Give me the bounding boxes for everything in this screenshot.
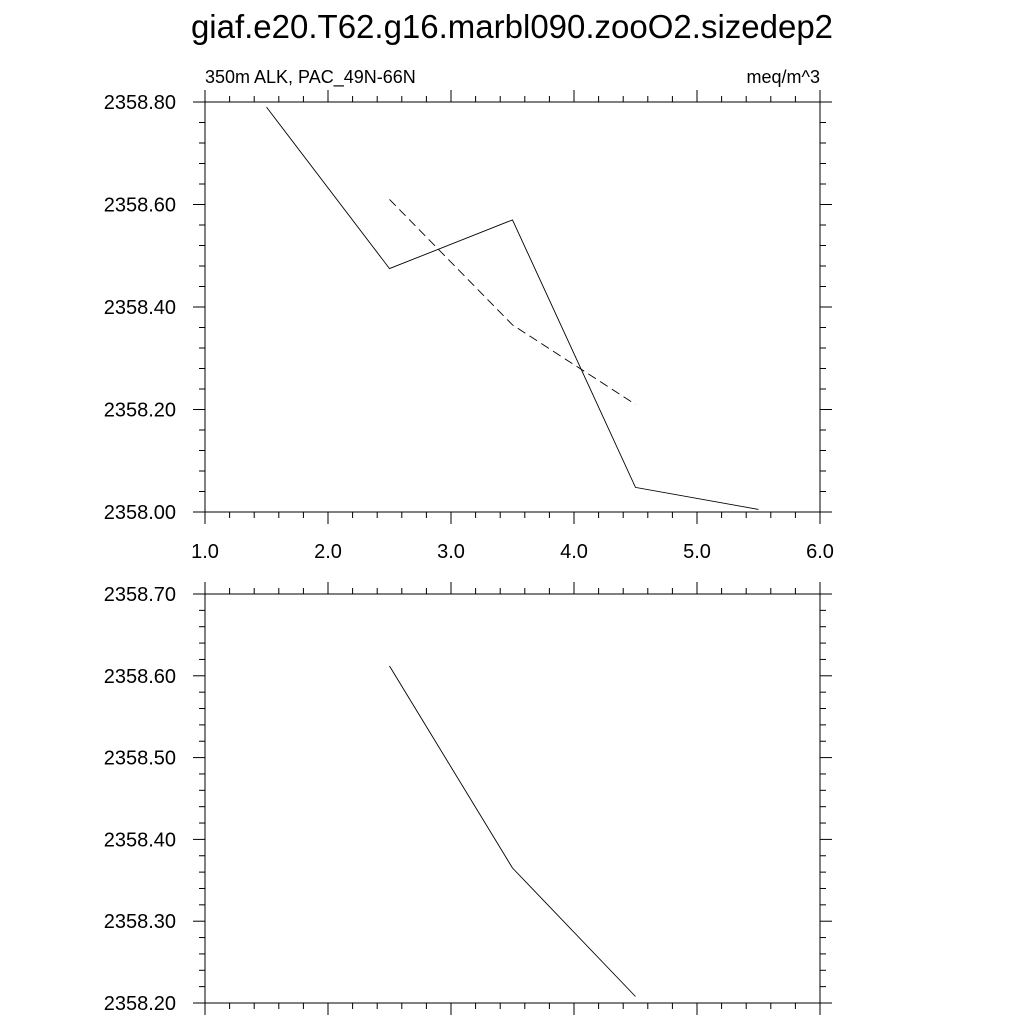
x-tick-label: 6.0: [806, 541, 834, 563]
y-tick-label: 2358.40: [104, 297, 176, 319]
x-tick-label: 2.0: [314, 541, 342, 563]
y-tick-label: 2358.20: [104, 400, 176, 422]
panel-units-label: meq/m^3: [747, 67, 820, 87]
upper-panel: 350m ALK, PAC_49N-66N meq/m^3 1.0 2.0 3.0 4.0…: [104, 67, 834, 563]
y-tick-label: 2358.60: [104, 195, 176, 217]
y-tick-label: 2358.30: [104, 911, 176, 933]
series-line-solid: [389, 665, 636, 997]
y-tick-label: 2358.20: [104, 993, 176, 1015]
y-tick-label: 2358.70: [104, 584, 176, 606]
x-tick-label: 5.0: [683, 541, 711, 563]
y-tick-label: 2358.00: [104, 502, 176, 524]
plot-frame: [204, 101, 821, 513]
y-tick-label: 2358.60: [104, 666, 176, 688]
y-tick-label: 2358.80: [104, 92, 176, 114]
series-line-solid: [266, 106, 759, 510]
x-tick-label: 4.0: [560, 541, 588, 563]
x-tick-label: 1.0: [191, 541, 219, 563]
x-tick-label: 3.0: [437, 541, 465, 563]
y-tick-label: 2358.50: [104, 748, 176, 770]
plot-frame: [204, 593, 821, 1004]
lower-panel: 2358.20 2358.30 2358.40 2358.50 2358.60 2358.…: [104, 582, 832, 1015]
y-tick-label: 2358.40: [104, 829, 176, 851]
series-line-dashed: [389, 199, 636, 405]
panel-left-label: 350m ALK, PAC_49N-66N: [205, 67, 416, 88]
chart-title: giaf.e20.T62.g16.marbl090.zooO2.sizedep2: [191, 8, 833, 45]
